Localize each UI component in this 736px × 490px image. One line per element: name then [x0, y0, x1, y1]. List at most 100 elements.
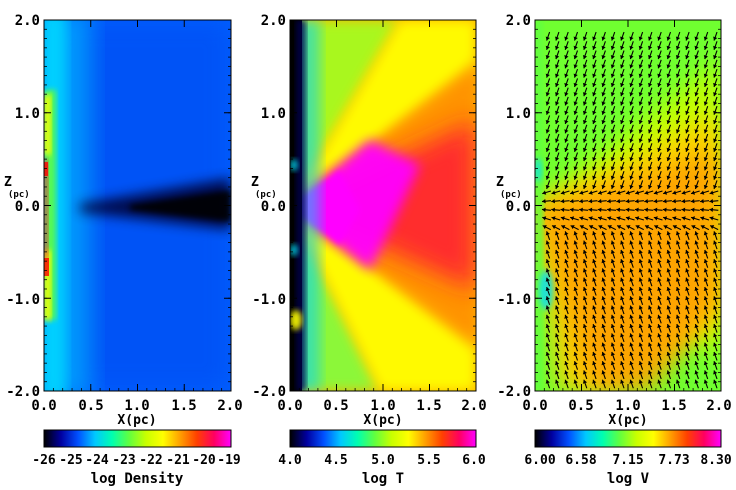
- velocity-arrowhead: [620, 287, 625, 292]
- velocity-arrowhead: [582, 379, 588, 384]
- velocity-arrowhead: [592, 55, 597, 60]
- density-y-axis-label: Z: [4, 175, 12, 190]
- velocity-arrowhead: [551, 190, 556, 195]
- velocity-arrowhead: [703, 259, 708, 264]
- velocity-arrowhead: [703, 36, 708, 41]
- velocity-arrowhead: [564, 36, 569, 41]
- velocity-arrowhead: [694, 342, 699, 347]
- velocity-arrowhead: [601, 45, 606, 50]
- velocity-arrowhead: [654, 225, 659, 230]
- velocity-arrowhead: [616, 207, 621, 212]
- y-tick-label: -1.0: [6, 292, 40, 308]
- velocity-arrowhead: [610, 175, 615, 180]
- velocity-arrowhead: [685, 287, 690, 292]
- velocity-arrowhead: [638, 277, 643, 282]
- velocity-arrowhead: [638, 166, 643, 171]
- velocity-arrowhead: [648, 166, 653, 171]
- velocity-arrowhead: [564, 361, 569, 366]
- velocity-arrowhead: [657, 55, 662, 60]
- velocity-arrowhead: [610, 231, 615, 236]
- velocity-arrowhead: [703, 351, 708, 356]
- velocity-arrowhead: [663, 216, 668, 221]
- velocity-arrowhead: [588, 190, 593, 195]
- velocity-arrowhead: [629, 119, 634, 124]
- velocity-arrowhead: [685, 333, 690, 338]
- velocity-arrowhead: [573, 157, 578, 162]
- velocity-arrowhead: [582, 166, 588, 171]
- velocity-arrowhead: [638, 64, 643, 69]
- velocity-arrowhead: [685, 324, 690, 329]
- velocity-arrowhead: [616, 216, 621, 221]
- velocity-arrowhead: [648, 82, 653, 87]
- velocity-arrowhead: [582, 342, 588, 347]
- x-tick-label: 0.5: [568, 398, 593, 414]
- velocity-arrowhead: [564, 277, 569, 282]
- velocity-arrowhead: [610, 240, 615, 245]
- velocity-arrowhead: [545, 184, 550, 189]
- velocity-arrowhead: [703, 166, 708, 171]
- velocity-arrowhead: [601, 147, 606, 152]
- velocity-arrowhead: [610, 36, 615, 41]
- velocity-arrowhead: [629, 240, 634, 245]
- velocity-arrowhead: [657, 64, 662, 69]
- colorbar-tick-label: 4.0: [278, 453, 302, 468]
- velocity-arrowhead: [620, 138, 625, 143]
- velocity-arrowhead: [657, 36, 662, 41]
- velocity-arrowhead: [653, 216, 658, 221]
- velocity-arrowhead: [551, 225, 557, 230]
- velocity-arrowhead: [685, 268, 690, 273]
- velocity-arrowhead: [616, 190, 621, 195]
- velocity-arrowhead: [629, 157, 634, 162]
- x-tick-label: 1.0: [370, 398, 395, 414]
- velocity-arrowhead: [653, 207, 658, 212]
- velocity-arrowhead: [629, 129, 634, 134]
- velocity-arrowhead: [657, 314, 662, 319]
- velocity-arrowhead: [675, 324, 681, 329]
- velocity-arrowhead: [638, 184, 643, 189]
- velocity-arrowhead: [564, 55, 569, 60]
- velocity-arrowhead: [573, 370, 578, 375]
- velocity-arrowhead: [629, 305, 634, 310]
- colorbar-tick-label: 7.73: [658, 453, 689, 468]
- velocity-arrowhead: [657, 268, 662, 273]
- velocity-arrowhead: [564, 73, 569, 78]
- velocity-arrowhead: [592, 110, 597, 115]
- velocity-arrowhead: [648, 314, 653, 319]
- velocity-arrowhead: [560, 190, 565, 195]
- velocity-arrowhead: [675, 110, 681, 115]
- velocity-arrowhead: [555, 147, 560, 152]
- velocity-arrowhead: [545, 119, 550, 124]
- velocity-arrowhead: [638, 119, 643, 124]
- velocity-arrowhead: [685, 370, 690, 375]
- x-tick-label: 1.5: [661, 398, 686, 414]
- velocity-arrowhead: [564, 231, 569, 236]
- velocity-arrowhead: [564, 45, 569, 50]
- velocity-arrowhead: [610, 157, 615, 162]
- y-tick-label: 0.0: [15, 199, 40, 215]
- x-tick-label: 0.5: [323, 398, 348, 414]
- velocity-arrowhead: [573, 287, 578, 292]
- velocity-arrowhead: [666, 119, 671, 124]
- velocity-arrowhead: [582, 240, 588, 245]
- velocity-arrowhead: [610, 370, 615, 375]
- velocity-arrowhead: [675, 166, 681, 171]
- velocity-arrowhead: [573, 305, 578, 310]
- velocity-arrowhead: [542, 216, 547, 221]
- velocity-arrowhead: [629, 138, 634, 143]
- velocity-arrowhead: [573, 55, 578, 60]
- velocity-arrowhead: [648, 287, 653, 292]
- velocity-arrowhead: [555, 82, 560, 87]
- x-tick-label: 2.0: [217, 398, 242, 414]
- velocity-arrowhead: [545, 287, 550, 292]
- velocity-arrowhead: [666, 45, 671, 50]
- velocity-arrowhead: [694, 64, 699, 69]
- velocity-arrowhead: [648, 55, 653, 60]
- velocity-arrowhead: [564, 110, 569, 115]
- velocity-arrowhead: [582, 268, 588, 273]
- velocity-arrowhead: [666, 82, 671, 87]
- velocity-arrowhead: [672, 216, 677, 221]
- velocity-arrowhead: [601, 287, 606, 292]
- velocity-arrowhead: [610, 324, 615, 329]
- velocity-arrowhead: [648, 45, 653, 50]
- velocity-arrowhead: [629, 45, 634, 50]
